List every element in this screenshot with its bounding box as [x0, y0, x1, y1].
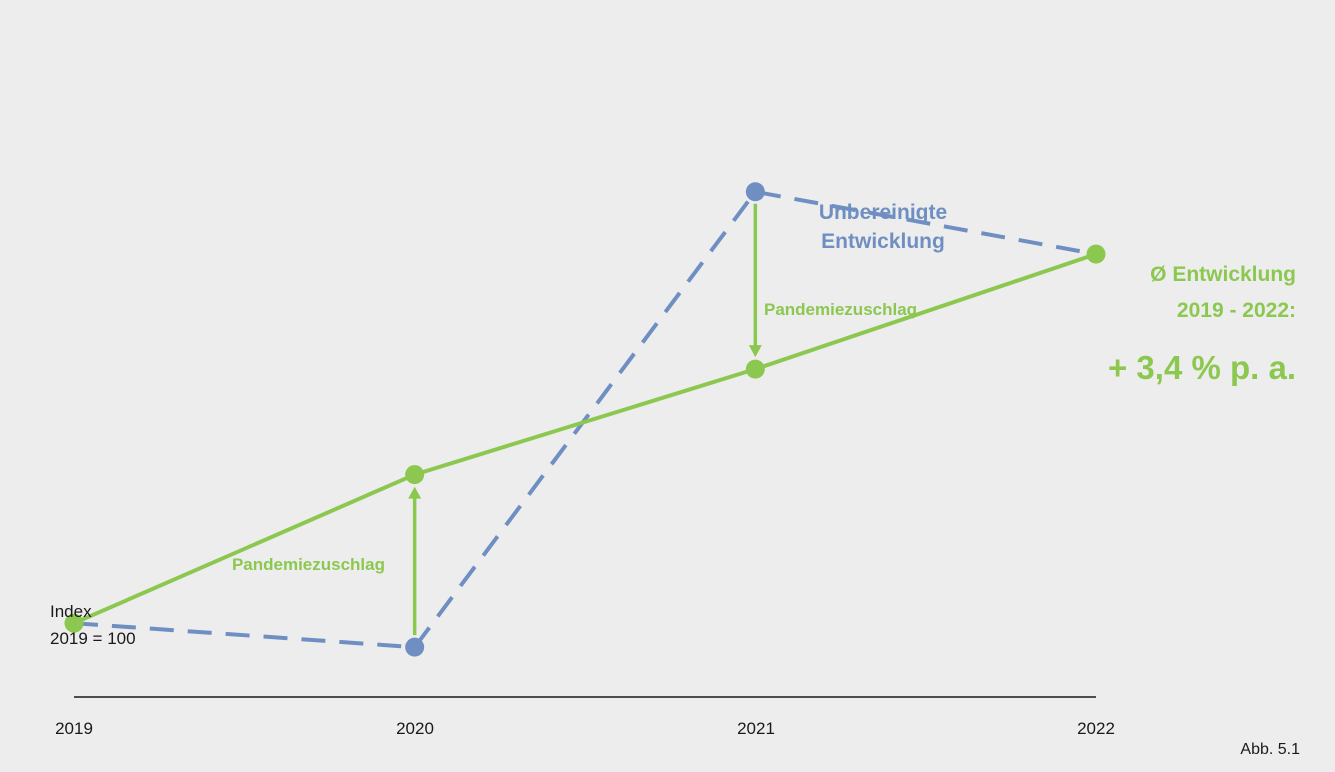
x-tick-label-2021: 2021 — [737, 719, 775, 738]
surcharge-arrow-head-2020 — [408, 486, 422, 499]
x-tick-label-2022: 2022 — [1077, 719, 1115, 738]
data-point-adjusted-2022 — [1086, 244, 1106, 264]
surcharge-label-2021: Pandemiezuschlag — [764, 300, 917, 319]
x-tick-label-2019: 2019 — [55, 719, 93, 738]
surcharge-arrows — [408, 203, 762, 636]
series-label-unadjusted-line-1: Unbereinigte — [819, 201, 947, 224]
data-point-adjusted-2020 — [405, 465, 425, 485]
avg-growth-label-line-2: 2019 - 2022: — [1177, 299, 1296, 322]
data-point-unadjusted-2021 — [745, 182, 765, 202]
surcharge-label-2020: Pandemiezuschlag — [232, 555, 385, 574]
data-point-unadjusted-2020 — [405, 637, 425, 657]
avg-growth-label-line-1: Ø Entwicklung — [1150, 263, 1296, 286]
data-point-adjusted-2019 — [64, 613, 84, 633]
surcharge-arrow-head-2021 — [748, 345, 762, 358]
x-tick-labels: 2019 2020 2021 2022 — [55, 719, 1115, 738]
x-tick-label-2020: 2020 — [396, 719, 434, 738]
series-label-unadjusted-line-2: Entwicklung — [821, 230, 945, 253]
data-point-adjusted-2021 — [745, 359, 765, 379]
avg-growth-value: + 3,4 % p. a. — [1108, 349, 1296, 386]
data-points — [64, 182, 1106, 657]
index-note-line-2: 2019 = 100 — [50, 629, 136, 648]
index-note-line-1: Index — [50, 602, 92, 621]
series-line-adjusted — [73, 252, 1097, 626]
figure-label: Abb. 5.1 — [1240, 741, 1300, 758]
series-line-unadjusted — [73, 189, 1097, 650]
